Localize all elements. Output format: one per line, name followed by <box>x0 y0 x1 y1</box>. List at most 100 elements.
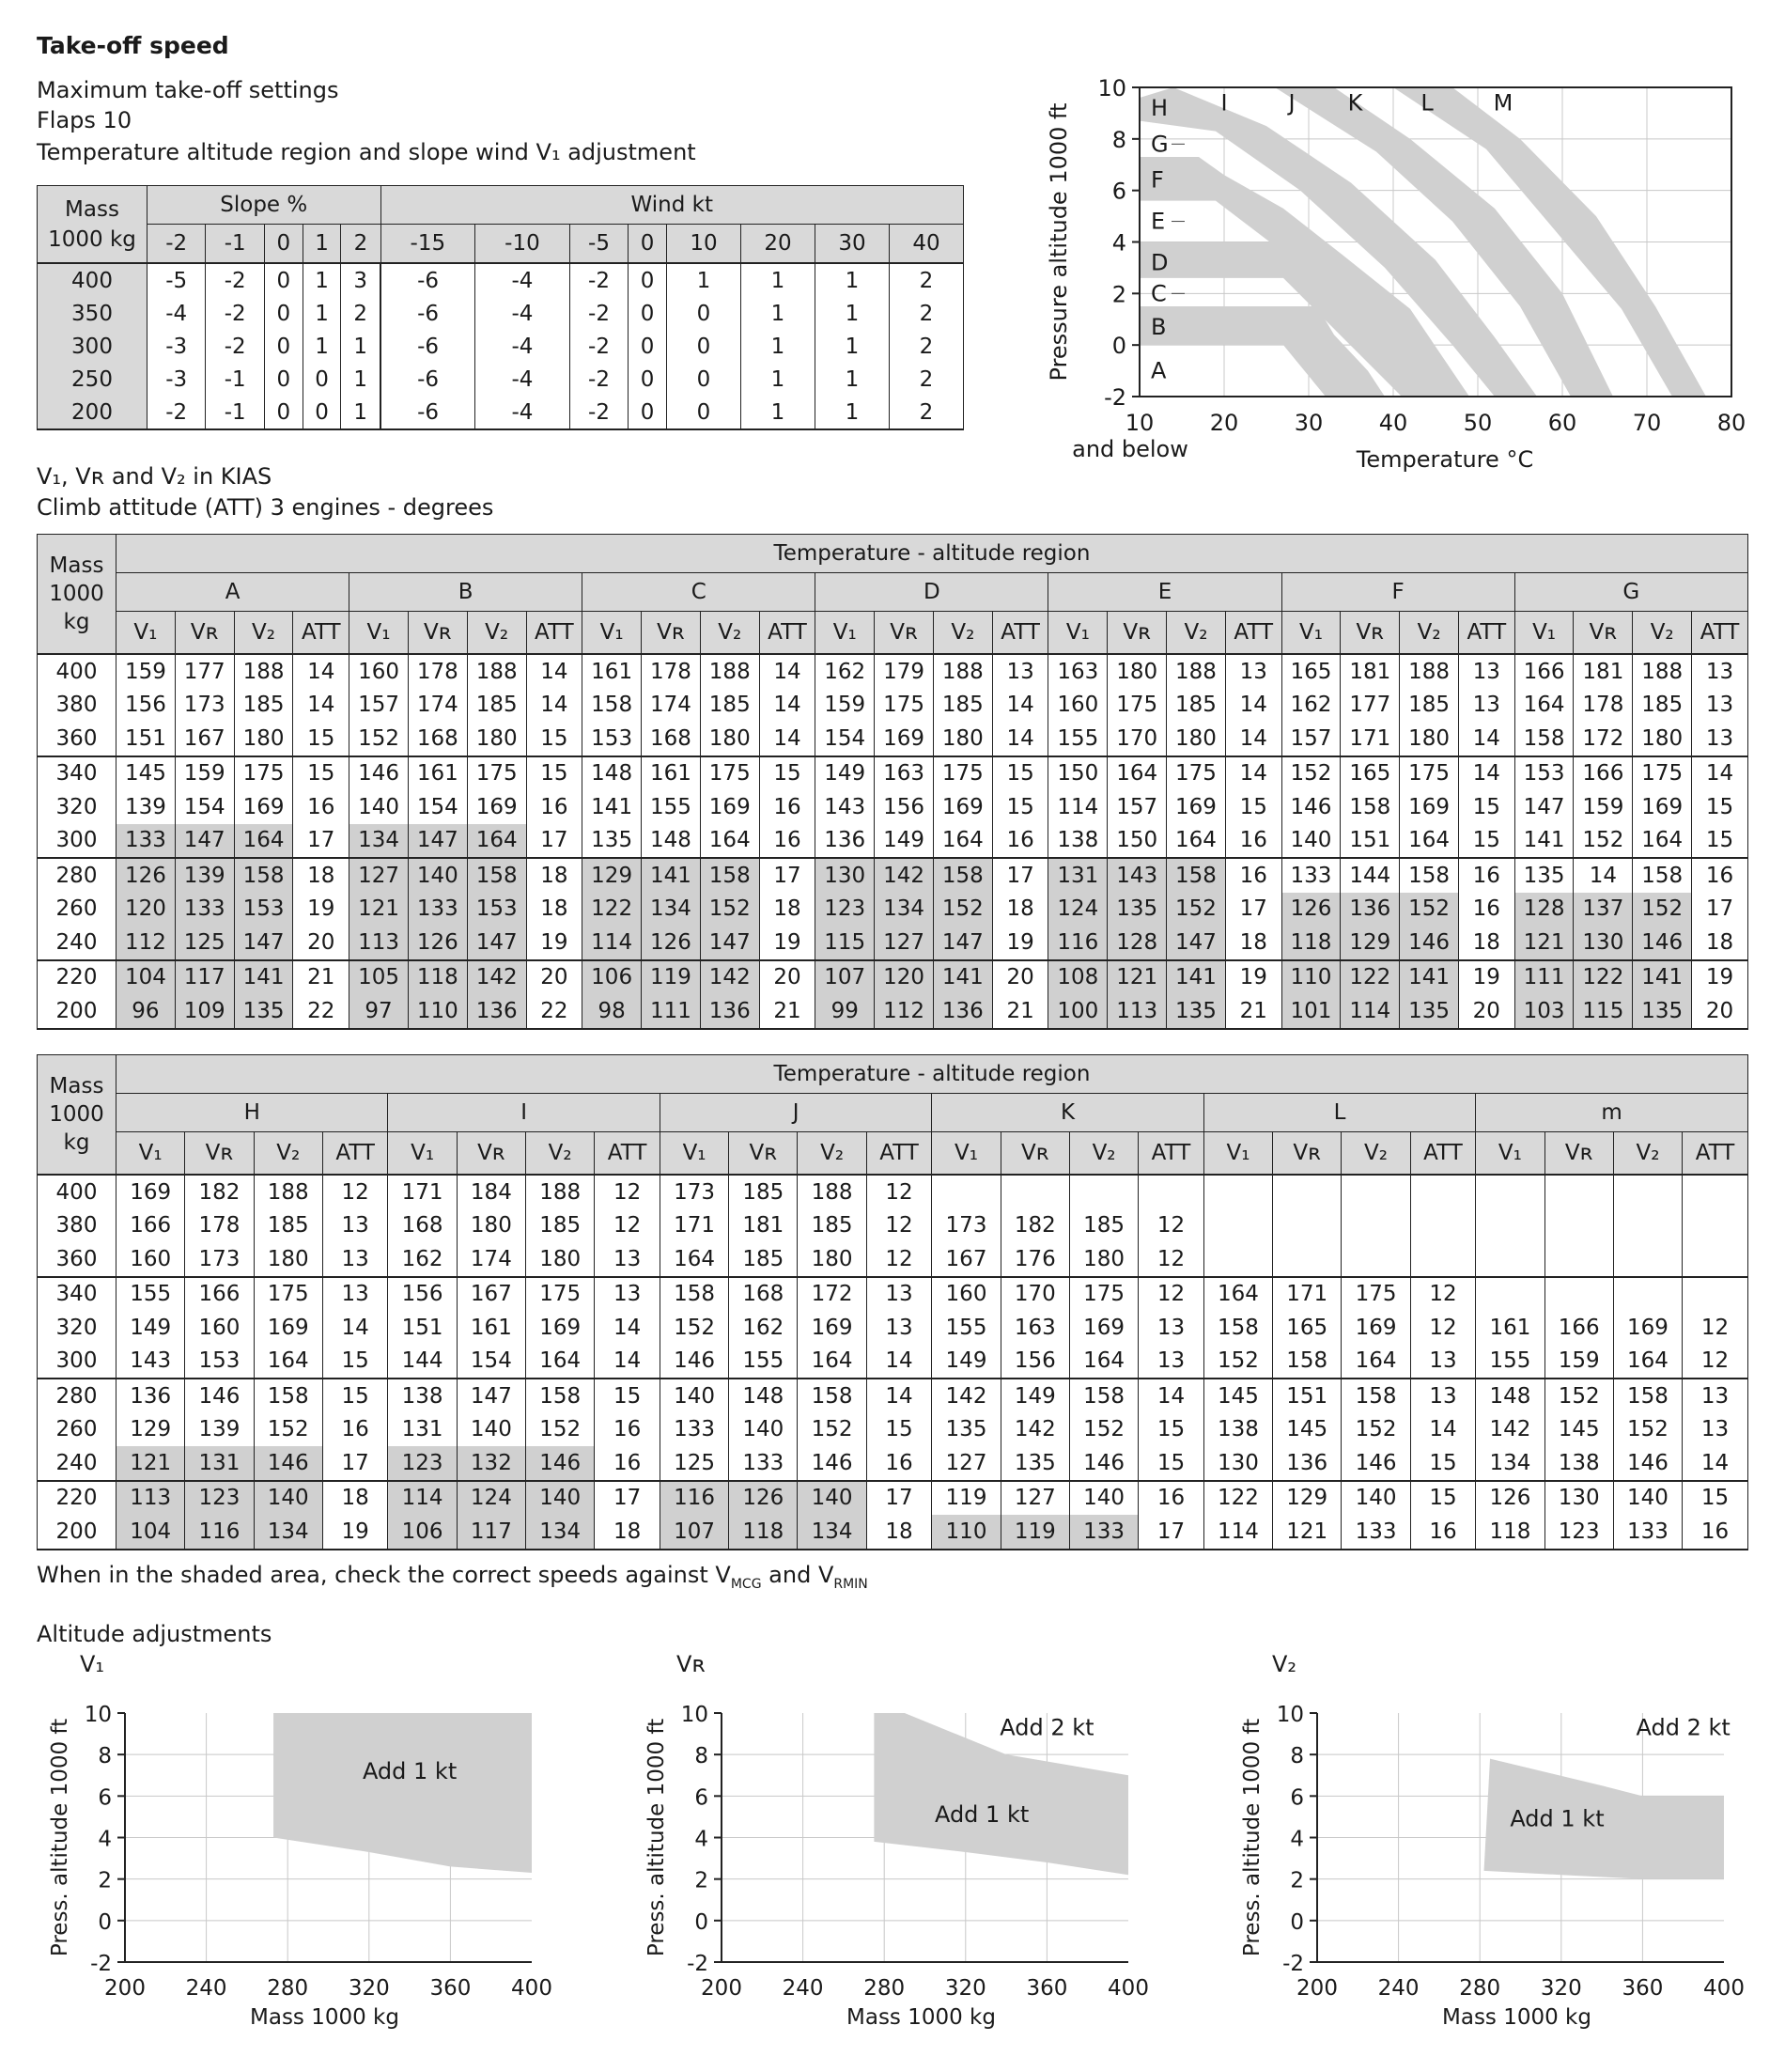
speed-value: 173 <box>931 1208 1001 1242</box>
speed-value: 152 <box>1544 1378 1614 1413</box>
y-tick-label: 6 <box>1290 1785 1304 1810</box>
speed-value: 134 <box>253 1515 323 1550</box>
adjustment-label: Add 1 kt <box>1510 1806 1604 1832</box>
table-row: 200 104 116 134 19 106 117 134 18 107 118 134 18 110 1… <box>37 1515 1748 1550</box>
speed-value: 129 <box>582 857 643 893</box>
att-value: 17 <box>292 823 350 858</box>
speed-value: 164 <box>253 1344 323 1379</box>
speed-col-header: V₂ <box>1341 1131 1411 1176</box>
speed-value: 110 <box>931 1515 1001 1550</box>
wind-value: -6 <box>380 330 476 363</box>
wind-value: 0 <box>666 396 741 430</box>
region-header: G <box>1513 572 1749 612</box>
speed-value: 185 <box>1166 688 1226 722</box>
speed-value: 158 <box>1272 1344 1343 1379</box>
y-tick-label: 10 <box>85 1703 112 1727</box>
speed-value: 164 <box>659 1242 730 1277</box>
slope-col-header: -1 <box>205 224 265 264</box>
att-value: 18 <box>321 1479 389 1515</box>
speed-value: 148 <box>1475 1378 1545 1413</box>
speed-col-header: ATT <box>1224 611 1282 655</box>
speed-value: 144 <box>1340 857 1401 893</box>
att-value: 16 <box>865 1446 933 1481</box>
y-tick-label: 2 <box>1290 1869 1304 1893</box>
speed-value: 131 <box>387 1412 458 1446</box>
footnote-text: When in the shaded area, check the corre… <box>37 1562 731 1588</box>
speed-value: 115 <box>1573 994 1634 1030</box>
slope-col-header: 2 <box>340 224 381 264</box>
y-tick-label: -2 <box>1104 384 1126 411</box>
speed-value: 155 <box>728 1344 799 1379</box>
att-value: 13 <box>991 653 1049 689</box>
att-value: 14 <box>991 688 1049 722</box>
y-tick-label: 2 <box>694 1869 708 1893</box>
speed-value: 139 <box>184 1412 255 1446</box>
slope-value: 0 <box>263 297 303 330</box>
speed-value: 135 <box>931 1412 1001 1446</box>
att-value: 17 <box>865 1479 933 1515</box>
speed-value: 110 <box>1281 958 1342 994</box>
speed-value: 178 <box>184 1208 255 1242</box>
speed-col-header: ATT <box>525 611 583 655</box>
speed-value: 140 <box>797 1479 867 1515</box>
speed-value: 173 <box>184 1242 255 1277</box>
att-value: 16 <box>1457 892 1515 926</box>
speed-value: 161 <box>641 755 701 790</box>
speed-value: 140 <box>349 790 409 824</box>
speed-col-header: ATT <box>1409 1131 1477 1176</box>
speed-value: 156 <box>1000 1344 1070 1379</box>
slope-value: -3 <box>146 330 207 363</box>
speed-value: 96 <box>116 994 176 1030</box>
speed-value: 141 <box>932 958 993 994</box>
wind-value: 1 <box>666 262 741 297</box>
speed-value: 180 <box>456 1208 527 1242</box>
mass-cell: 300 <box>37 330 147 363</box>
att-value: 14 <box>292 653 350 689</box>
x-tick-label: 320 <box>349 1976 390 2001</box>
y-tick-label: 0 <box>1112 333 1126 359</box>
speed-value: 121 <box>1107 958 1168 994</box>
speed-value: 114 <box>1048 790 1109 824</box>
speed-value: 129 <box>1340 926 1401 960</box>
speed-value <box>1341 1208 1411 1242</box>
speed-value: 151 <box>1340 823 1401 858</box>
speed-value: 129 <box>1272 1479 1343 1515</box>
att-value: 13 <box>321 1208 389 1242</box>
att-value: 16 <box>1457 857 1515 893</box>
att-value: 17 <box>594 1479 660 1515</box>
footnote-and: and V <box>761 1562 834 1588</box>
speed-value: 175 <box>1166 755 1226 790</box>
speed-value: 147 <box>1166 926 1226 960</box>
mass-header: Mass 1000 kg <box>37 185 147 264</box>
wind-value: -6 <box>380 297 476 330</box>
slope-value: 0 <box>263 262 303 297</box>
att-value: 18 <box>525 857 583 893</box>
speed-value: 176 <box>1000 1242 1070 1277</box>
speed-value: 111 <box>641 994 701 1030</box>
speed-value <box>1272 1242 1343 1277</box>
speed-col-header: Vʀ <box>1573 611 1634 655</box>
speed-value: 168 <box>728 1275 799 1311</box>
speed-value: 160 <box>349 653 409 689</box>
speed-value: 157 <box>1107 790 1168 824</box>
x-tick-label: 80 <box>1717 410 1746 436</box>
att-value: 13 <box>1682 1412 1748 1446</box>
x-tick-label: 280 <box>267 1976 308 2001</box>
speed-value: 121 <box>115 1446 186 1481</box>
speed-value: 169 <box>1166 790 1226 824</box>
speed-value: 114 <box>1203 1515 1274 1550</box>
att-value: 13 <box>1409 1378 1477 1413</box>
y-tick-label: 6 <box>694 1785 708 1810</box>
speed-value: 117 <box>456 1515 527 1550</box>
speed-value: 175 <box>253 1275 323 1311</box>
speed-value: 135 <box>1632 994 1693 1030</box>
speed-value: 130 <box>1203 1446 1274 1481</box>
region-label: C <box>1151 280 1167 306</box>
speed-value: 135 <box>1107 892 1168 926</box>
att-value: 12 <box>1138 1275 1204 1311</box>
wind-value: 1 <box>739 297 815 330</box>
x-tick-label: 200 <box>701 1976 742 2001</box>
speed-col-header: V₂ <box>1166 611 1226 655</box>
speed-value: 146 <box>184 1378 255 1413</box>
speed-value: 133 <box>407 892 468 926</box>
